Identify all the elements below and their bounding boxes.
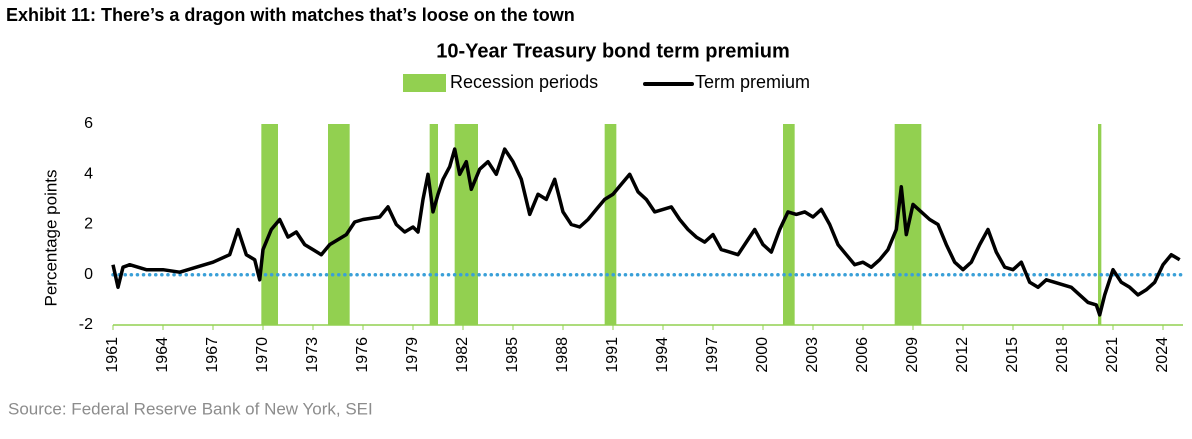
y-tick-label: 6 — [84, 115, 93, 132]
recession-band — [783, 124, 795, 325]
recession-band — [328, 124, 350, 325]
recession-band — [429, 124, 438, 325]
source-note: Source: Federal Reserve Bank of New York… — [8, 399, 373, 418]
x-tick-label: 1970 — [254, 337, 271, 373]
y-tick-label: 4 — [84, 165, 93, 182]
x-tick-label: 1982 — [454, 337, 471, 373]
x-tick-label: 2006 — [854, 337, 871, 373]
recession-band — [604, 124, 617, 325]
x-tick-label: 1979 — [404, 337, 421, 373]
x-tick-label: 2024 — [1154, 337, 1171, 373]
x-tick-label: 2021 — [1104, 337, 1121, 373]
x-tick-label: 1973 — [304, 337, 321, 373]
recession-band — [454, 124, 478, 325]
x-tick-label: 2000 — [754, 337, 771, 373]
legend-label: Recession periods — [450, 72, 598, 92]
x-tick-label: 2012 — [954, 337, 971, 373]
y-tick-label: 2 — [84, 216, 93, 233]
x-tick-label: 2015 — [1004, 337, 1021, 373]
legend-label: Term premium — [695, 72, 810, 92]
x-tick-label: 2009 — [904, 337, 921, 373]
x-tick-label: 1976 — [354, 337, 371, 373]
y-tick-label: 0 — [84, 266, 93, 283]
exhibit-title: Exhibit 11: There’s a dragon with matche… — [6, 5, 575, 25]
recession-band — [1098, 124, 1102, 325]
x-tick-label: 1997 — [704, 337, 721, 373]
legend-swatch — [403, 74, 446, 92]
x-tick-label: 1985 — [504, 337, 521, 373]
x-tick-label: 2003 — [804, 337, 821, 373]
x-tick-label: 1964 — [154, 337, 171, 373]
x-tick-label: 1991 — [604, 337, 621, 373]
x-tick-label: 1967 — [204, 337, 221, 373]
x-tick-label: 1994 — [654, 337, 671, 373]
x-tick-label: 2018 — [1054, 337, 1071, 373]
x-tick-label: 1961 — [104, 337, 121, 373]
term-premium-line — [111, 147, 1181, 317]
y-tick-label: -2 — [79, 316, 93, 333]
x-tick-label: 1988 — [554, 337, 571, 373]
y-axis-label: Percentage points — [41, 169, 60, 306]
chart-title: 10-Year Treasury bond term premium — [436, 40, 789, 62]
